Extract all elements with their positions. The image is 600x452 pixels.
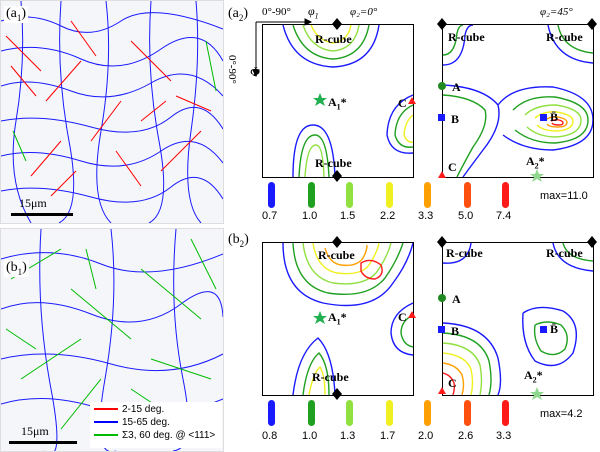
scale-label-a: 15μm (19, 196, 47, 210)
legend-value: 1.0 (302, 210, 318, 222)
label-A2-b2: A2* (524, 368, 543, 385)
label-rcube-a2-45-right: R-cube (546, 30, 583, 44)
legend-swatch-6 (464, 400, 471, 426)
label-B-b2: B (451, 324, 460, 338)
label-C-b2-45: C (448, 376, 457, 390)
label-A-a2: A (452, 80, 461, 94)
ebsd-map-a1: 15μm (0, 0, 224, 224)
legend-max-a: max=11.0 (540, 190, 588, 202)
label-rcube-b2-45-left: R-cube (446, 246, 483, 260)
legend-swatch-7 (502, 400, 509, 426)
label-A-b2: A (452, 292, 461, 306)
label-rcube-b2-top: R-cube (318, 248, 355, 262)
legend-value: 2.0 (418, 430, 434, 442)
label-rcube-a2-bottom: R-cube (315, 156, 352, 170)
panel-label-b1: (b1) (4, 260, 29, 277)
legend-value: 3.3 (496, 430, 512, 442)
section-label-phi2-45: φ₂=45° (540, 6, 573, 18)
odf-contours-a2-0 (282, 24, 414, 178)
legend-value: 2.6 (458, 430, 474, 442)
legend-value: 1.0 (302, 430, 318, 442)
legend-swatch-1 (268, 182, 275, 208)
label-B-a2: B (451, 112, 460, 126)
legend-swatch-4 (386, 400, 393, 426)
label-A2-a2: A2* (526, 154, 545, 171)
misorientation-legend: 2-15 deg. 15-65 deg. Σ3, 60 deg. @ <111> (90, 402, 222, 448)
label-A1-b2: A1* (328, 310, 347, 327)
scale-bar-b (9, 441, 77, 444)
legend-swatch-2 (308, 400, 315, 426)
legend-value: 0.8 (262, 430, 278, 442)
legend-value: 3.3 (418, 210, 434, 222)
scale-bar-a (11, 213, 73, 216)
panel-label-a1: (a1) (4, 6, 29, 23)
intensity-legend-b: 0.8 1.0 1.3 1.7 2.0 2.6 3.3 max=4.2 (256, 398, 596, 446)
label-C-b2-0: C (398, 310, 407, 324)
odf-section-b2-phi2-45 (442, 242, 594, 396)
axis-top-range: 0°-90° (262, 6, 291, 18)
legend-max-b: max=4.2 (540, 408, 583, 420)
panel-label-b2: (b2) (226, 232, 251, 249)
panel-label-a2: (a2) (226, 6, 251, 23)
legend-swatch-4 (386, 182, 393, 208)
legend-value: 0.7 (262, 210, 278, 222)
odf-section-b2-phi2-0 (262, 242, 414, 396)
legend-value: 1.3 (340, 430, 356, 442)
intensity-legend-a: 0.7 1.0 1.5 2.2 3.3 5.0 7.4 max=11.0 (256, 180, 596, 224)
legend-swatch-2 (308, 182, 315, 208)
label-rcube-a2-top: R-cube (315, 32, 352, 46)
label-C-a2-45: C (448, 160, 457, 174)
legend-swatch-3 (346, 182, 353, 208)
legend-value: 1.5 (340, 210, 356, 222)
legend-item-low-angle: 2-15 deg. (94, 404, 164, 416)
label-Bbar-a2: B̄ (550, 110, 559, 124)
odf-section-a2-phi2-0 (262, 24, 414, 178)
grain-boundary-map-a1 (1, 1, 223, 223)
odf-contours-b2-45 (442, 242, 594, 396)
legend-swatch-1 (268, 400, 275, 426)
legend-swatch-7 (502, 182, 509, 208)
legend-item-high-angle: 15-65 deg. (94, 417, 170, 429)
axis-phi1: φ1 (308, 4, 319, 21)
label-rcube-b2-45-right: R-cube (546, 246, 583, 260)
legend-swatch-5 (424, 182, 431, 208)
legend-value: 5.0 (458, 210, 474, 222)
label-A1-a2: A1* (328, 95, 347, 112)
scale-label-b: 15μm (21, 424, 49, 438)
legend-swatch-5 (424, 400, 431, 426)
label-rcube-b2-bottom: R-cube (312, 370, 349, 384)
grain-boundary-map-b1 (1, 229, 223, 451)
label-Bbar-b2: B̄ (550, 322, 559, 336)
legend-swatch-3 (346, 400, 353, 426)
legend-value: 1.7 (380, 430, 396, 442)
odf-contours-b2-0 (282, 242, 414, 396)
legend-value: 2.2 (380, 210, 396, 222)
legend-swatch-6 (464, 182, 471, 208)
legend-value: 7.4 (496, 210, 512, 222)
odf-section-a2-phi2-45 (442, 24, 594, 178)
label-rcube-a2-45-left: R-cube (448, 30, 485, 44)
label-C-a2-0: C (398, 96, 407, 110)
legend-item-sigma3: Σ3, 60 deg. @ <111> (94, 430, 215, 442)
section-label-phi2-0: φ₂=0° (350, 6, 378, 18)
